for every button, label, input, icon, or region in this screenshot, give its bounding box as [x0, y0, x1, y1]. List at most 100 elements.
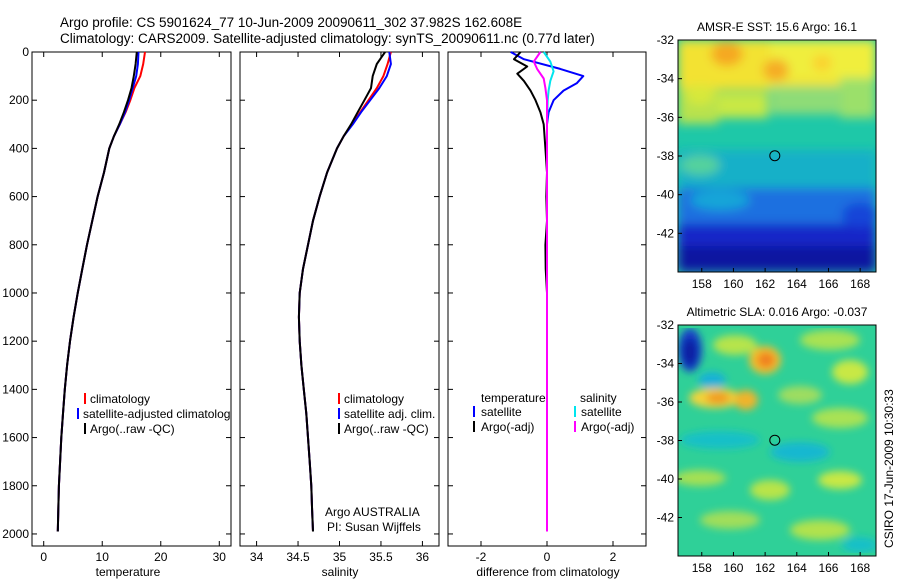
temperature-xlabel: temperature [96, 565, 161, 579]
difference-legend-temp-satellite: satellite [481, 405, 522, 419]
lon-tick-label: 162 [755, 561, 775, 575]
sla-argo-position-marker [769, 434, 781, 446]
lon-tick-label: 162 [755, 277, 775, 291]
sla-map-panel: Altimetric SLA: 0.016 Argo: -0.037 [657, 305, 877, 575]
temperature-legend-argo: Argo(..raw -QC) [90, 422, 175, 436]
salinity-legend-climatology: climatology [344, 392, 404, 406]
lon-tick-label: 168 [850, 277, 870, 291]
difference-legend-temperature-header: temperature [481, 391, 546, 405]
y-tick-label: 400 [9, 141, 29, 155]
temperature-y-ticks: 0 200 400 600 800 1000 1200 1400 1600 1800 2000 [2, 45, 231, 541]
temperature-legend: climatology satellite-adjusted climatolo… [77, 392, 230, 436]
salinity-legend-satellite: satellite adj. clim. [344, 407, 435, 421]
x-tick-label: 10 [96, 550, 110, 564]
lon-tick-label: 166 [818, 277, 838, 291]
difference-xlabel: difference from climatology [476, 565, 619, 579]
difference-lines [510, 51, 585, 532]
y-tick-label: 2000 [2, 527, 29, 541]
x-tick-label: 30 [213, 550, 227, 564]
sst-map-panel: AMSR-E SST: 15.6 Argo: 16.1 [657, 20, 877, 291]
x-tick-label: 2 [610, 550, 617, 564]
difference-legend: temperature salinity satellite satellite… [473, 391, 634, 434]
csiro-credit: CSIRO 17-Jun-2009 10:30:33 [882, 389, 896, 548]
salinity-y-ticks [240, 51, 439, 535]
pi-name-note: PI: Susan Wijffels [327, 520, 421, 534]
lat-tick-label: -34 [657, 72, 675, 86]
lat-tick-label: -34 [657, 357, 675, 371]
series-line-argo-raw-qc [297, 51, 386, 532]
x-tick-label: 34 [250, 550, 264, 564]
y-tick-label: 1200 [2, 334, 29, 348]
lon-tick-label: 164 [787, 277, 807, 291]
lat-tick-label: -36 [657, 395, 675, 409]
salinity-axes-box [239, 51, 440, 547]
lon-tick-label: 158 [692, 561, 712, 575]
difference-y-ticks [448, 51, 646, 535]
series-line-argo-raw-qc [56, 51, 138, 532]
y-tick-label: 1800 [2, 479, 29, 493]
x-tick-label: 35.5 [369, 550, 393, 564]
difference-legend-temp-argo: Argo(-adj) [481, 420, 534, 434]
sst-map-title: AMSR-E SST: 15.6 Argo: 16.1 [697, 20, 857, 34]
x-tick-label: 0 [544, 550, 551, 564]
lat-tick-label: -38 [657, 434, 675, 448]
lon-tick-label: 166 [818, 561, 838, 575]
salinity-x-ticks: 34 34.5 35 35.5 36 [250, 52, 430, 564]
sst-map-lat-ticks: -32 -34 -36 -38 -40 -42 [657, 33, 682, 240]
difference-legend-salinity-header: salinity [580, 391, 617, 405]
salinity-legend-argo: Argo(..raw -QC) [344, 422, 429, 436]
y-tick-label: 800 [9, 238, 29, 252]
figure-title-line1: Argo profile: CS 5901624_77 10-Jun-2009 … [60, 15, 522, 30]
series-line-salinity-argo-adj [532, 51, 548, 532]
temperature-lines [56, 51, 146, 532]
sst-map-lon-ticks: 158 160 162 164 166 168 [692, 268, 870, 291]
x-tick-label: -2 [476, 550, 487, 564]
lat-tick-label: -40 [657, 188, 675, 202]
x-tick-label: 36 [416, 550, 430, 564]
lon-tick-label: 168 [850, 561, 870, 575]
sst-argo-position-marker [769, 150, 781, 162]
y-tick-label: 1000 [2, 286, 29, 300]
sst-heatmap [678, 40, 876, 272]
lon-tick-label: 160 [723, 561, 743, 575]
temperature-panel: 0 200 400 600 800 1000 1200 1400 1600 1800 2000 0 1… [2, 45, 232, 579]
temperature-axes-box [31, 51, 232, 547]
salinity-legend: climatology satellite adj. clim. Argo(..… [338, 392, 435, 436]
lat-tick-label: -32 [657, 318, 675, 332]
salinity-lines [297, 51, 392, 532]
lon-tick-label: 160 [723, 277, 743, 291]
y-tick-label: 600 [9, 190, 29, 204]
x-tick-label: 34.5 [286, 550, 310, 564]
lon-tick-label: 164 [787, 561, 807, 575]
y-tick-label: 200 [9, 93, 29, 107]
temperature-legend-satellite: satellite-adjusted climatolog [83, 407, 230, 421]
lat-tick-label: -40 [657, 472, 675, 486]
lat-tick-label: -32 [657, 33, 675, 47]
temperature-x-ticks: 0 10 20 30 [40, 52, 226, 564]
lat-tick-label: -42 [657, 511, 675, 525]
sla-map-title: Altimetric SLA: 0.016 Argo: -0.037 [687, 305, 868, 319]
difference-x-ticks: -2 0 2 [476, 52, 617, 564]
y-tick-label: 1600 [2, 431, 29, 445]
salinity-panel: 34 34.5 35 35.5 36 salinity climatology sate… [239, 51, 440, 579]
salinity-xlabel: salinity [322, 565, 359, 579]
sla-map-lon-ticks: 158 160 162 164 166 168 [692, 552, 870, 575]
difference-panel: -2 0 2 difference from climatology tempera… [447, 51, 647, 579]
difference-legend-sal-satellite: satellite [581, 405, 622, 419]
x-tick-label: 0 [40, 550, 47, 564]
y-tick-label: 1400 [2, 382, 29, 396]
x-tick-label: 35 [333, 550, 347, 564]
x-tick-label: 20 [154, 550, 168, 564]
y-tick-label: 0 [22, 45, 29, 59]
difference-legend-sal-argo: Argo(-adj) [581, 420, 634, 434]
lon-tick-label: 158 [692, 277, 712, 291]
argo-program-note: Argo AUSTRALIA [325, 505, 420, 519]
temperature-legend-climatology: climatology [90, 392, 150, 406]
lat-tick-label: -36 [657, 110, 675, 124]
sla-heatmap [678, 325, 876, 556]
figure-title-line2: Climatology: CARS2009. Satellite-adjuste… [60, 31, 595, 46]
lat-tick-label: -38 [657, 149, 675, 163]
sla-map-lat-ticks: -32 -34 -36 -38 -40 -42 [657, 318, 682, 525]
lat-tick-label: -42 [657, 226, 675, 240]
